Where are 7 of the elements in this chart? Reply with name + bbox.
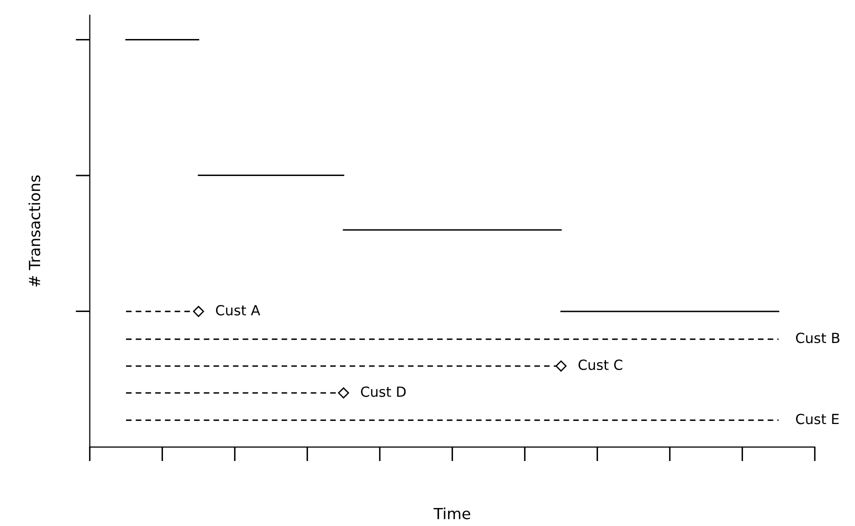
series-label: Cust B: [796, 332, 840, 344]
y-axis-title: # Transactions: [28, 175, 40, 286]
series-label: Cust D: [360, 386, 406, 397]
series-label: Cust A: [216, 304, 260, 316]
x-axis-title: Time: [434, 508, 470, 520]
series-label: Cust E: [796, 414, 839, 424]
series-label: Cust C: [578, 360, 622, 370]
